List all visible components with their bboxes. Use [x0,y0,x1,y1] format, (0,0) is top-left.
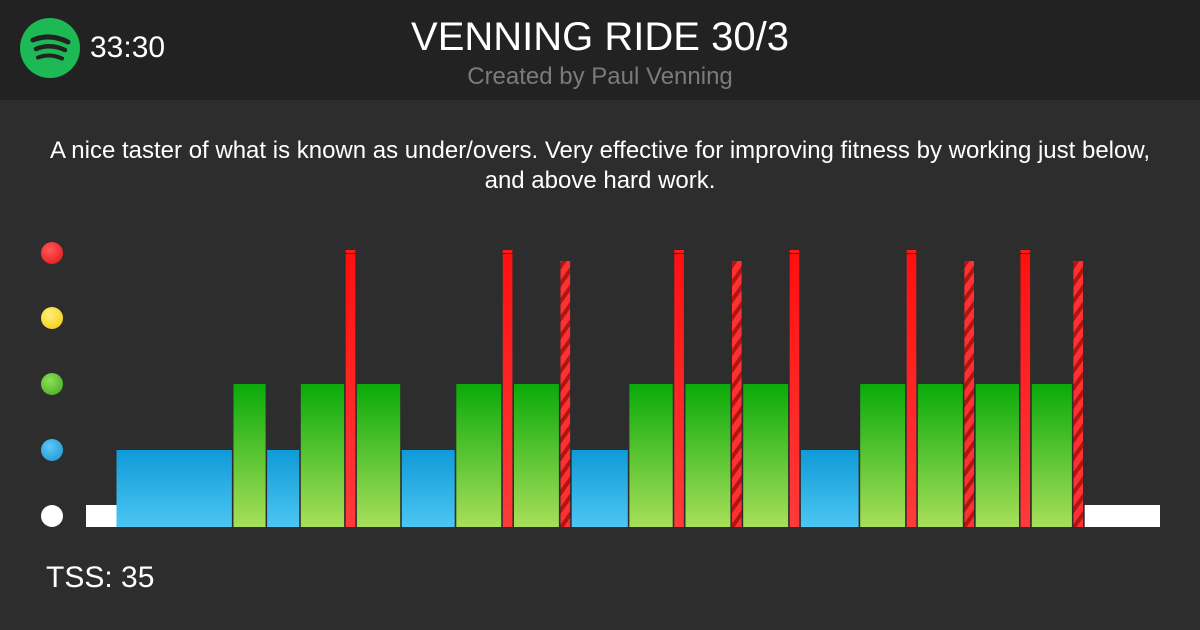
interval-bar-white [1084,505,1160,527]
interval-bar-red [1073,261,1083,527]
interval-bar-blue [116,450,232,527]
interval-bar-red [560,261,571,527]
interval-bar-white [86,505,117,527]
interval-bar-red [1020,254,1031,527]
interval-bar-blue [401,450,455,527]
header-bar: 33:30 VENNING RIDE 30/3 Created by Paul … [0,0,1200,100]
interval-bar-green [860,384,906,527]
interval-bar-green [233,384,266,527]
interval-bar-green [356,384,401,527]
interval-bar-red [732,261,742,527]
interval-bar-green [514,384,559,527]
workout-duration: 33:30 [90,31,166,64]
tss-value: TSS: 35 [46,561,155,594]
interval-bar-red [906,254,917,527]
interval-cap [906,250,917,253]
spotify-icon[interactable] [20,18,80,78]
interval-bar-green [1031,384,1072,527]
interval-cap [674,250,684,253]
interval-bar-green [629,384,673,527]
interval-bar-blue [800,450,859,527]
interval-bar-red [789,254,800,527]
interval-bar-red [345,254,356,527]
interval-bar-green [685,384,731,527]
interval-bar-green [300,384,345,527]
zone-dot-white [41,505,63,527]
interval-cap [789,250,800,253]
workout-title: VENNING RIDE 30/3 [411,15,789,59]
zone-dot-yellow [41,307,63,329]
interval-bar-red [674,254,684,527]
interval-bar-red [502,254,513,527]
interval-bar-green [743,384,789,527]
interval-bar-blue [571,450,628,527]
workout-description: A nice taster of what is known as under/… [49,137,1151,194]
interval-bar-red [964,261,974,527]
interval-bar-green [975,384,1019,527]
zone-dot-red [41,242,63,264]
interval-cap [345,250,356,253]
zone-dot-blue [41,439,63,461]
zone-dot-green [41,373,63,395]
interval-cap [502,250,513,253]
interval-bar-green [917,384,963,527]
interval-cap [1020,250,1031,253]
workout-author: Created by Paul Venning [467,63,733,90]
interval-bar-blue [267,450,300,527]
interval-bar-green [456,384,502,527]
